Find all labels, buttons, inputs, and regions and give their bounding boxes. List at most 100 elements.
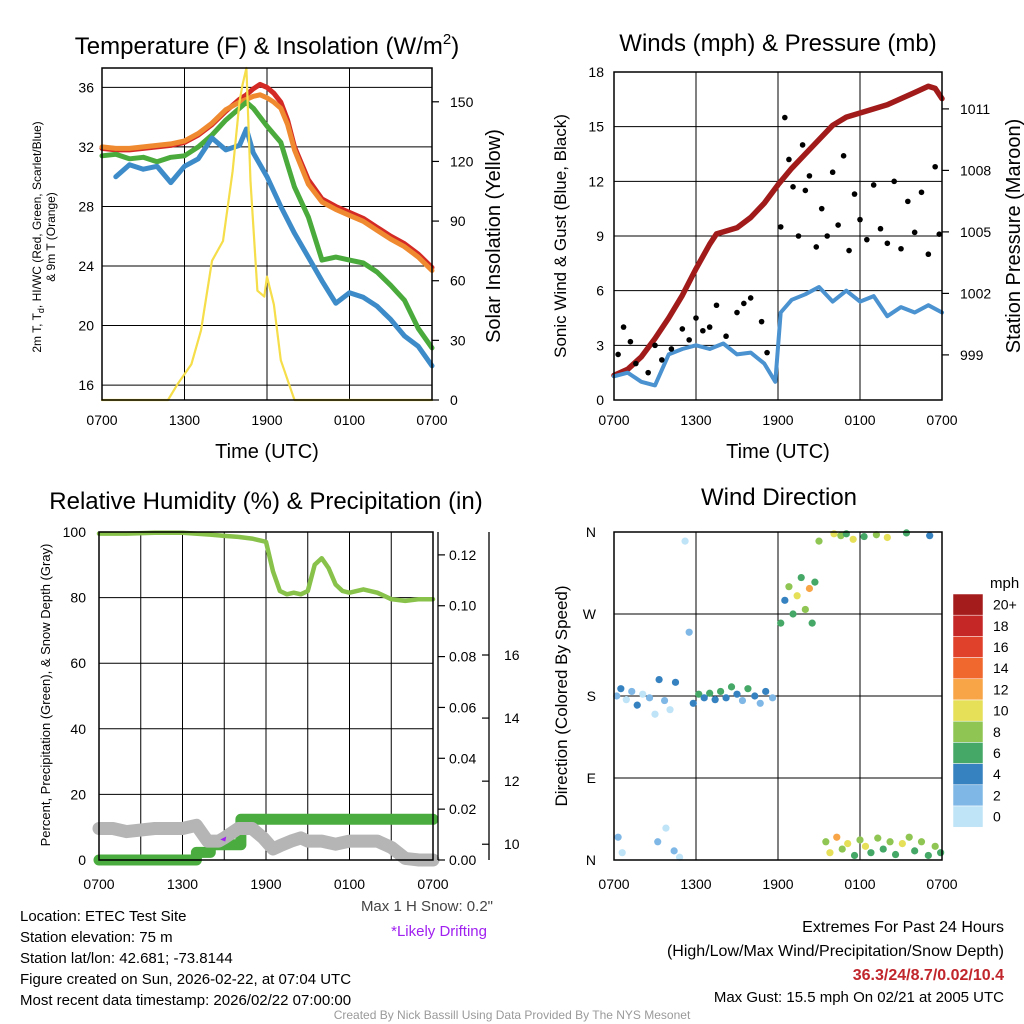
gust-point <box>668 346 675 352</box>
gust-point <box>713 302 720 309</box>
winds-plot-frame <box>613 71 943 401</box>
gust-point <box>877 225 884 232</box>
temperature-plot-frame <box>101 67 433 401</box>
wind-direction-point <box>671 678 680 686</box>
wind-direction-x-tick-label: 1300 <box>680 876 711 892</box>
max-gust: Max Gust: 15.5 mph On 02/21 at 2005 UTC <box>713 989 1004 1006</box>
legend-level-label: 4 <box>993 766 1001 782</box>
wind-direction-point <box>654 838 662 846</box>
precip-tick-label: 0.08 <box>449 649 476 665</box>
series-pressure-line <box>611 83 945 379</box>
wind-direction-point <box>738 696 747 705</box>
pressure-tick-label: 1005 <box>960 224 991 240</box>
winds-y-tick-label: 9 <box>596 228 604 244</box>
wind-direction-point <box>711 696 719 704</box>
legend-color-swatch <box>952 805 984 828</box>
legend-color-swatch <box>952 678 984 701</box>
snow-depth-line <box>92 818 440 867</box>
winds-y-tick-label: 6 <box>596 283 604 299</box>
wind-direction-point <box>926 532 934 540</box>
legend-level-label: 14 <box>993 660 1009 676</box>
wind-direction-point <box>756 699 764 707</box>
wind-direction-point <box>937 849 945 857</box>
temperature-x-tick-label: 1900 <box>251 412 282 428</box>
gust-point <box>659 357 665 363</box>
station-location: Location: ETEC Test Site <box>20 908 187 925</box>
legend-level-label: 18 <box>993 618 1009 634</box>
gust-point <box>758 318 765 325</box>
wind-direction-point <box>861 842 870 850</box>
wind-direction-point <box>681 537 689 545</box>
wind-direction-point <box>628 687 636 696</box>
winds-y2-axis-label: Station Pressure (Maroon) <box>1003 119 1024 354</box>
precip-tick-label: 0.00 <box>449 852 476 868</box>
recent-timestamp: Most recent data timestamp: 2026/02/22 0… <box>20 992 352 1009</box>
humidity-y-tick-label: 60 <box>70 655 86 671</box>
wind-direction-x-tick-label: 0700 <box>926 876 957 892</box>
temperature-x-axis-label: Time (UTC) <box>215 441 319 463</box>
wind-direction-point <box>689 699 697 707</box>
wind-direction-point <box>815 537 823 545</box>
pressure-tick-label: 1008 <box>960 162 991 178</box>
humidity-x-tick-label: 0100 <box>334 876 365 892</box>
wind-direction-point <box>717 687 725 696</box>
gust-point <box>723 333 729 340</box>
wind-direction-x-tick-label: 1900 <box>762 876 793 892</box>
wind-direction-point <box>662 824 670 832</box>
gust-point <box>679 326 686 332</box>
winds-x-tick-label: 0100 <box>844 412 875 428</box>
legend-title: mph <box>990 575 1019 592</box>
wind-direction-point <box>618 849 626 857</box>
wind-direction-point <box>645 694 654 702</box>
snow-tick-label: 10 <box>504 836 520 852</box>
snow-tick-label: 16 <box>504 647 520 663</box>
winds-chart-title: Winds (mph) & Pressure (mb) <box>619 30 936 57</box>
wind-direction-point <box>931 842 939 850</box>
legend-color-swatch <box>952 657 984 680</box>
gust-point <box>795 233 802 239</box>
legend-color-swatch <box>952 720 984 743</box>
legend-color-swatch <box>952 763 984 786</box>
wind-direction-point <box>917 838 926 846</box>
humidity-axes: 0700 1300 1900 0100 0700 0 20 40 60 80 100 0.00 0.02… <box>63 524 520 892</box>
wind-direction-point <box>793 592 801 600</box>
legend-level-label: 20+ <box>993 597 1017 613</box>
wind-direction-point <box>660 696 669 705</box>
temperature-y-tick-label: 24 <box>78 258 94 274</box>
drifting-marker <box>220 836 227 842</box>
series-line-9m-t <box>99 92 435 273</box>
legend-color-swatch <box>952 593 984 616</box>
extremes-values: 36.3/24/8.7/0.02/10.4 <box>852 967 1004 984</box>
insolation-tick-label: 120 <box>450 153 474 169</box>
wind-direction-point <box>676 853 684 861</box>
gust-point <box>813 244 820 250</box>
precip-tick-label: 0.12 <box>449 547 476 563</box>
precip-tick-label: 0.04 <box>449 750 476 766</box>
wind-direction-point <box>651 710 659 718</box>
temperature-x-tick-label: 0700 <box>416 412 447 428</box>
wind-direction-point <box>781 596 789 604</box>
legend-color-swatch <box>952 636 984 658</box>
series-line-solar <box>100 66 434 402</box>
wind-direction-x-tick-label: 0100 <box>844 876 875 892</box>
humidity-y-tick-label: 100 <box>63 524 87 540</box>
gust-point <box>790 184 796 190</box>
humidity-x-tick-label: 1900 <box>250 876 281 892</box>
winds-x-tick-label: 1900 <box>762 412 793 428</box>
extremes-subtitle: (High/Low/Max Wind/Precipitation/Snow De… <box>666 943 1004 960</box>
gust-point <box>747 295 754 301</box>
temperature-y-axis-label: 2m T, Td, HI/WC (Red, Green, Scarlet/Blu… <box>30 121 58 352</box>
drifting-note: *Likely Drifting <box>391 923 487 940</box>
humidity-x-tick-label: 1300 <box>167 876 198 892</box>
wind-direction-point <box>867 849 875 857</box>
gust-point <box>645 369 651 376</box>
gust-point <box>905 198 911 205</box>
winds-x-tick-label: 0700 <box>926 412 957 428</box>
wind-direction-point <box>905 833 913 841</box>
winds-x-tick-label: 0700 <box>598 412 629 428</box>
gust-point <box>918 189 925 196</box>
legend-color-swatch <box>952 699 984 722</box>
precip-tick-label: 0.10 <box>449 598 476 614</box>
temperature-y-tick-label: 20 <box>78 318 94 334</box>
